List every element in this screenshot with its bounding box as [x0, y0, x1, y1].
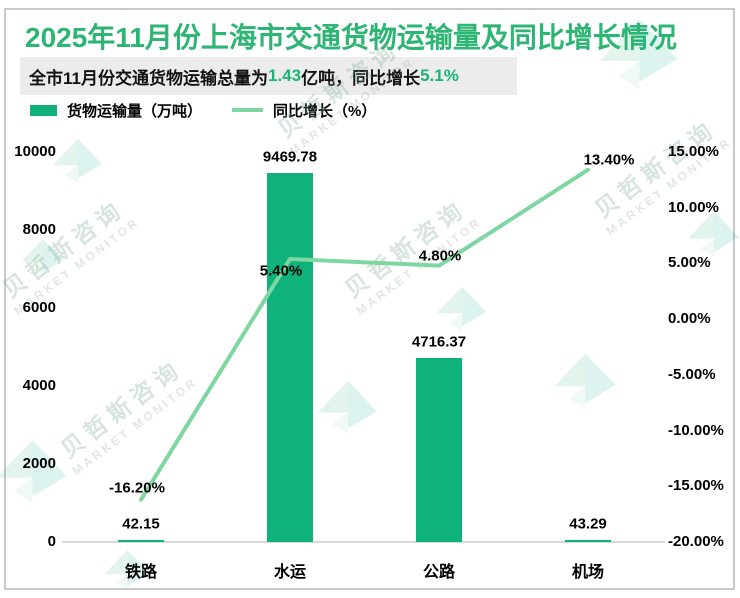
bar-value-label: 9469.78: [262, 148, 318, 166]
line-series-swatch-icon: [232, 108, 264, 112]
right-axis-tick: 0.00%: [668, 310, 711, 328]
legend-line-label: 同比增长（%）: [273, 102, 377, 120]
category-label-公路: 公路: [422, 564, 456, 581]
watermark-logo-icon: [599, 19, 678, 90]
line-value-label: 4.80%: [418, 247, 462, 265]
watermark-logo-icon: [104, 549, 150, 591]
growth-line: [139, 167, 590, 502]
chart-title: 2025年11月份上海市交通货物运输量及同比增长情况: [25, 22, 677, 53]
image-frame: [4, 8, 735, 590]
bar-value-label: 42.15: [122, 515, 160, 533]
right-axis-tick: 10.00%: [668, 198, 719, 216]
x-axis-line: [62, 541, 665, 543]
bar-value-label: 43.29: [569, 515, 607, 533]
line-value-label: 13.40%: [583, 151, 635, 169]
watermark-logo-icon: [22, 239, 63, 276]
watermark-logo-icon: [52, 138, 102, 184]
right-axis-tick: 15.00%: [668, 143, 719, 160]
right-axis-tick: 5.00%: [668, 254, 711, 272]
category-label-机场: 机场: [571, 564, 605, 581]
subtitle-growth-value: 5.1%: [420, 66, 459, 85]
line-value-label: 5.40%: [259, 262, 303, 280]
bar-机场: [565, 540, 611, 542]
watermark-logo-icon: [0, 440, 67, 504]
left-axis-tick: 2000: [22, 455, 56, 472]
bar-series-swatch-icon: [30, 104, 57, 116]
bar-铁路: [118, 540, 164, 542]
watermark-logo-icon: [554, 353, 616, 409]
line-value-label: -16.20%: [109, 479, 165, 497]
chart-subtitle: 全市11月份交通货物运输总量为 1.43 亿吨，同比增长 5.1%: [20, 57, 517, 95]
category-label-水运: 水运: [273, 564, 307, 581]
bar-水运: [267, 172, 313, 542]
left-axis-tick: 8000: [22, 221, 56, 238]
left-axis-tick: 4000: [22, 377, 56, 394]
left-axis-tick: 0: [47, 533, 56, 550]
watermark-logo-icon: [436, 286, 486, 332]
subtitle-text: 亿吨，同比增长: [301, 68, 421, 88]
right-axis-tick: -15.00%: [668, 477, 724, 495]
watermark-logo-icon: [317, 380, 377, 435]
category-label-铁路: 铁路: [124, 564, 158, 581]
legend-bar-label: 货物运输量（万吨）: [67, 102, 203, 120]
watermark-logo-icon: [687, 211, 739, 258]
legend: 货物运输量（万吨） 同比增长（%）: [30, 99, 376, 121]
subtitle-text: 全市11月份交通货物运输总量为: [29, 68, 268, 88]
subtitle-total-value: 1.43: [267, 66, 302, 85]
right-axis-tick: -10.00%: [668, 421, 724, 439]
left-axis-tick: 10000: [14, 143, 56, 160]
left-axis-tick: 6000: [22, 299, 56, 316]
bar-value-label: 4716.37: [411, 333, 467, 351]
right-axis-tick: -5.00%: [668, 365, 716, 383]
bar-公路: [416, 358, 462, 542]
right-axis-tick: -20.00%: [668, 533, 724, 550]
